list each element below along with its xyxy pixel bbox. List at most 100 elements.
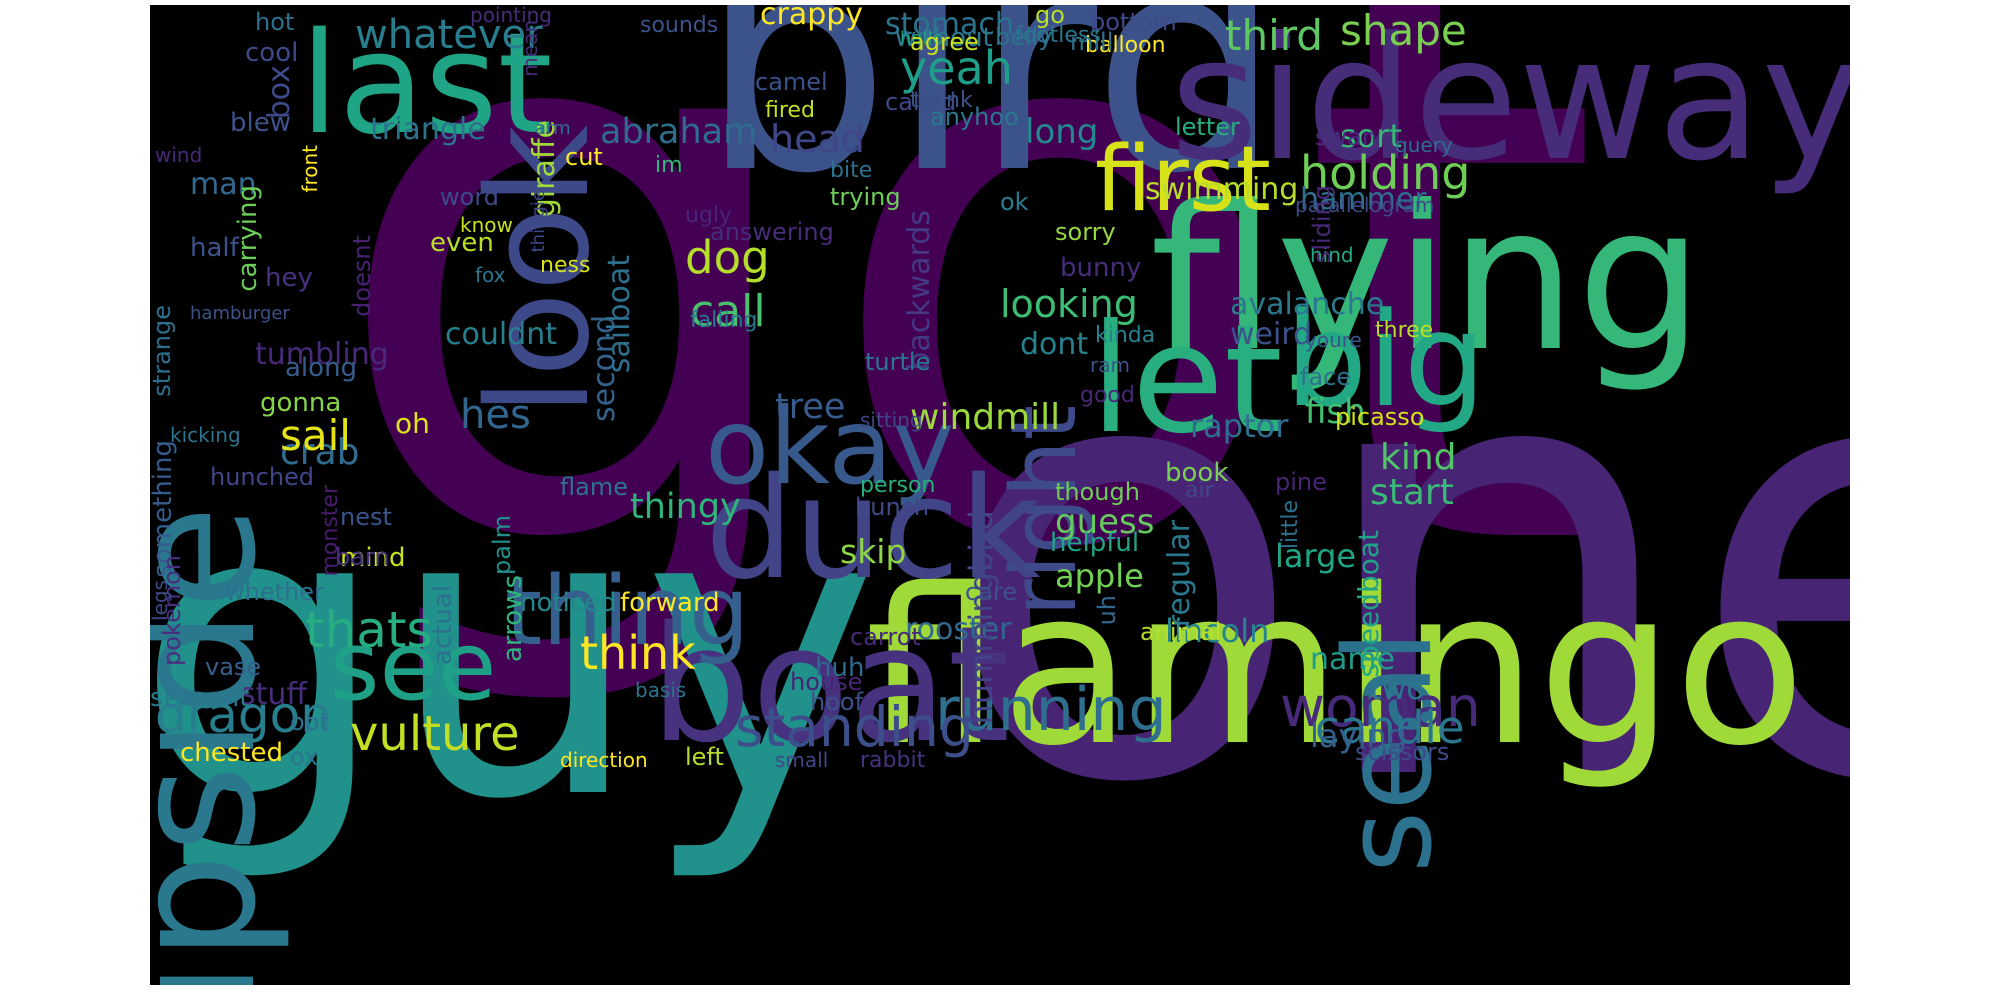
- word-tree: tree: [775, 387, 846, 427]
- word-guy: guy: [150, 422, 880, 887]
- word-balloon: balloon: [1085, 33, 1166, 58]
- word-falling: falling: [690, 308, 758, 333]
- word-doesnt: doesnt: [348, 235, 376, 317]
- word-called: called: [885, 88, 957, 116]
- word-woman: woman: [1280, 675, 1481, 739]
- word-weird: weird: [1230, 317, 1313, 352]
- word-word: word: [440, 183, 499, 211]
- word-rooster: rooster: [905, 612, 1012, 647]
- word-sitting: sitting: [860, 408, 923, 432]
- word-vase: vase: [205, 653, 262, 681]
- word-book: book: [1165, 458, 1229, 488]
- word-query: query: [1395, 133, 1453, 157]
- word-scissors: scissors: [1355, 738, 1450, 766]
- word-answering: answering: [710, 218, 834, 246]
- word-crappy: crappy: [760, 5, 864, 32]
- word-fox: fox: [475, 263, 506, 287]
- word-front: front: [298, 145, 322, 193]
- word-ness: ness: [540, 253, 591, 278]
- word-carrot: carrot: [850, 623, 921, 651]
- word-dont: dont: [1020, 327, 1089, 362]
- word-even: even: [430, 228, 494, 258]
- word-bird: bird: [700, 5, 1283, 239]
- word-mean: mean: [518, 20, 542, 77]
- word-pointing: pointing: [470, 5, 552, 27]
- word-hummingbird: hummingbird: [962, 510, 1000, 725]
- word-last: last: [300, 5, 553, 166]
- word-agree: agree: [910, 28, 979, 56]
- word-sounds: sounds: [640, 13, 719, 38]
- word-regular: regular: [1162, 520, 1197, 628]
- word-animal: animal: [1140, 618, 1222, 646]
- word-duck: duck: [705, 448, 1041, 611]
- word-bottom: bottom: [1090, 8, 1177, 36]
- word-care: care: [965, 578, 1018, 606]
- word-vulture: vulture: [350, 706, 520, 762]
- word-turtle: turtle: [865, 348, 931, 376]
- word-lincoln: lincoln: [1165, 612, 1270, 650]
- word-anyhoo: anyhoo: [930, 103, 1019, 131]
- word-without: without: [895, 23, 993, 53]
- word-whether: whether: [225, 578, 324, 606]
- word-fish: fish: [1305, 392, 1366, 432]
- word-bunch: bunch: [855, 493, 930, 521]
- word-hunched: hunched: [210, 463, 315, 491]
- word-picasso: picasso: [1335, 403, 1425, 431]
- word-sliding: sliding: [1308, 185, 1336, 264]
- word-running: running: [935, 675, 1167, 745]
- word-person: person: [860, 473, 936, 498]
- word-sideways: sideways: [1170, 5, 1850, 199]
- word-mill: mill: [1070, 28, 1114, 56]
- word-house: house: [790, 668, 863, 696]
- word-holding: holding: [1300, 146, 1471, 200]
- word-trying: trying: [830, 183, 901, 211]
- word-kind: kind: [1380, 437, 1457, 478]
- word-cloud: gotoneguybirdflamingoflyingsidewaysupsid…: [150, 5, 1850, 985]
- word-flamingo: flamingo: [865, 542, 1806, 793]
- word-speedboat: speedboat: [1352, 530, 1385, 678]
- word-start: start: [1370, 472, 1454, 513]
- word-one: one: [940, 215, 1850, 914]
- word-ugly: ugly: [685, 203, 733, 228]
- word-youre: youre: [1305, 328, 1362, 352]
- word-sailboat: sailboat: [602, 255, 637, 374]
- word-blew: blew: [230, 108, 291, 138]
- word-ram: ram: [1090, 353, 1130, 377]
- word-arm: arm: [535, 118, 571, 139]
- word-stuff: stuff: [240, 677, 308, 712]
- word-bunny: bunny: [1060, 253, 1142, 283]
- word-ok: ok: [1000, 188, 1029, 216]
- word-camel: camel: [755, 68, 828, 96]
- word-looking: looking: [1000, 282, 1138, 326]
- word-flying: flying: [1150, 163, 1704, 396]
- word-huh: huh: [815, 653, 865, 683]
- word-guess: guess: [1055, 502, 1155, 542]
- word-three: three: [1375, 318, 1434, 343]
- word-stomach: stomach: [885, 7, 1014, 42]
- word-strange: strange: [150, 305, 176, 397]
- word-sail: sail: [280, 411, 351, 460]
- word-gonna: gonna: [260, 388, 342, 418]
- word-barn: barn: [335, 543, 390, 571]
- word-yeah: yeah: [900, 41, 1013, 95]
- word-name: name: [1310, 642, 1396, 677]
- word-legs: legs: [150, 580, 172, 621]
- word-know: know: [460, 213, 513, 237]
- word-bite: bite: [830, 158, 873, 183]
- word-dog: dog: [685, 231, 770, 284]
- word-small: small: [775, 748, 829, 772]
- word-left: left: [685, 743, 724, 771]
- word-skip: skip: [840, 532, 907, 571]
- word-boat: boat: [650, 591, 1011, 778]
- word-belly: belly: [995, 23, 1053, 51]
- word-abraham: abraham: [600, 112, 758, 152]
- word-letter: letter: [1175, 113, 1240, 141]
- word-palm: palm: [488, 515, 516, 575]
- word-im: im: [655, 153, 683, 178]
- word-noticed: noticed: [520, 588, 617, 618]
- word-first: first: [1095, 127, 1271, 232]
- word-long: long: [1025, 112, 1099, 152]
- word-forward: forward: [620, 588, 720, 618]
- word-go: go: [1035, 5, 1065, 29]
- word-kinda: kinda: [1095, 323, 1156, 348]
